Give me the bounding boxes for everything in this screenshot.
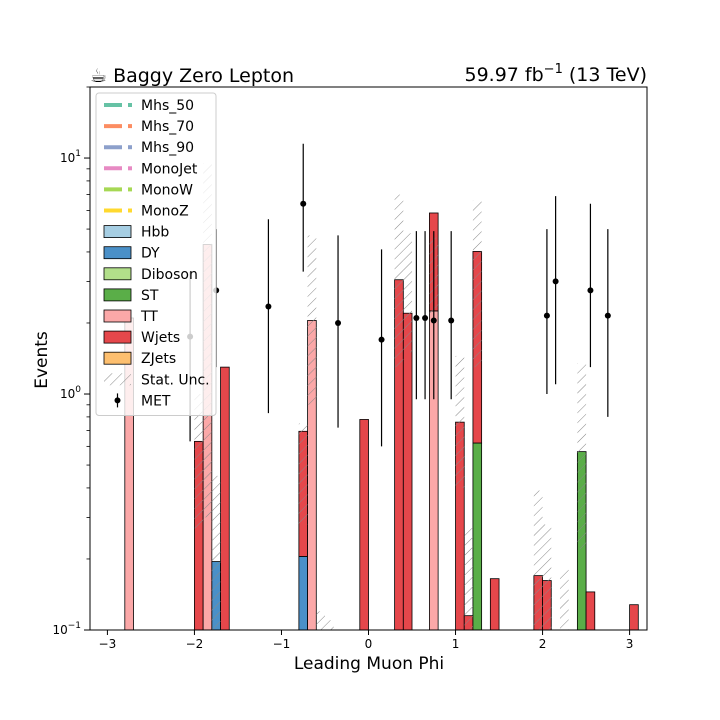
- stat-unc-band: [394, 194, 404, 368]
- x-tick-label: −3: [99, 637, 117, 651]
- title-right-energy: (13 TeV): [563, 64, 647, 86]
- legend-swatch-diboson: [103, 267, 132, 281]
- stat-unc-band: [211, 475, 221, 630]
- met-point: [552, 278, 559, 285]
- legend-label-dy: DY: [141, 246, 160, 262]
- legend-swatch-dy: [103, 246, 132, 260]
- stat-unc-band: [455, 355, 465, 488]
- x-tick-label: 0: [365, 637, 373, 651]
- legend-swatch-wjets: [103, 330, 132, 344]
- stat-unc-band: [194, 394, 204, 529]
- legend-label-tt: TT: [140, 309, 158, 325]
- met-point: [448, 317, 455, 324]
- stat-unc-band: [403, 233, 413, 353]
- met-point: [604, 312, 611, 319]
- bar-dy: [298, 556, 308, 631]
- legend-swatch-met: [114, 397, 121, 404]
- met-point: [587, 287, 594, 294]
- legend-label-diboson: Diboson: [141, 267, 198, 283]
- legend-swatch-hbb: [103, 225, 132, 239]
- legend-label-mhs-50: Mhs_50: [141, 98, 194, 114]
- stat-unc-band: [577, 363, 587, 550]
- x-axis-label: Leading Muon Phi: [294, 654, 444, 674]
- met-points: [187, 143, 611, 447]
- title-right-lumi-exponent: −1: [544, 62, 563, 77]
- legend-label-hbb: Hbb: [141, 225, 169, 241]
- y-tick-label: 100: [60, 385, 81, 401]
- stat-uncertainty-bands: [194, 163, 587, 630]
- legend-label-monow: MonoW: [141, 182, 193, 198]
- stat-unc-band: [533, 490, 543, 630]
- bar-wjets: [359, 419, 369, 631]
- bar-st: [472, 442, 483, 631]
- legend-label-st: ST: [141, 288, 159, 304]
- legend-label-met: MET: [141, 393, 171, 409]
- title-left: ☕ Baggy Zero Lepton: [90, 65, 294, 87]
- x-axis-ticks: −3 −2 −1 0 1 2 3: [99, 630, 634, 651]
- met-point: [335, 319, 342, 326]
- met-point: [543, 312, 550, 319]
- stat-unc-band: [324, 620, 334, 630]
- title-right-lumi: 59.97 fb: [464, 64, 543, 86]
- met-point: [422, 314, 429, 321]
- y-axis-label: Events: [32, 331, 52, 389]
- legend-label-mhs-70: Mhs_70: [141, 119, 194, 135]
- y-tick-label: 10−1: [52, 621, 81, 637]
- stat-unc-band: [559, 569, 569, 630]
- bar-wjets: [489, 578, 500, 631]
- bar-wjets: [629, 604, 639, 631]
- stat-unc-band: [298, 423, 308, 525]
- legend-swatch-stat-unc: [104, 373, 131, 386]
- legend-label-monoz: MonoZ: [141, 204, 189, 220]
- legend: Mhs_50 Mhs_70 Mhs_90 MonoJet MonoW MonoZ Hbb DY…: [95, 92, 217, 416]
- legend-label-wjets: Wjets: [141, 330, 180, 346]
- legend-label-monojet: MonoJet: [141, 161, 198, 177]
- title-right: 59.97 fb−1 (13 TeV): [464, 62, 647, 86]
- met-point: [300, 200, 307, 207]
- met-point: [378, 336, 385, 343]
- stat-unc-band: [316, 611, 325, 630]
- bar-wjets: [585, 591, 596, 631]
- y-axis-ticks: 10−1 100 101: [52, 86, 90, 637]
- stat-unc-band: [464, 528, 473, 630]
- legend-swatch-zjets: [103, 351, 132, 365]
- x-tick-label: −1: [273, 637, 291, 651]
- met-point: [413, 314, 420, 321]
- stat-unc-band: [307, 235, 317, 405]
- x-tick-label: 1: [452, 637, 460, 651]
- met-point: [430, 317, 437, 324]
- x-tick-label: 3: [626, 637, 634, 651]
- legend-label-zjets: ZJets: [141, 351, 176, 367]
- bar-wjets: [220, 366, 230, 631]
- met-point: [265, 303, 272, 310]
- legend-label-mhs-90: Mhs_90: [141, 140, 194, 156]
- x-tick-label: −2: [186, 637, 204, 651]
- x-tick-label: 2: [539, 637, 547, 651]
- legend-swatch-st: [103, 288, 132, 302]
- bar-wjets: [402, 312, 413, 631]
- stat-unc-band: [542, 524, 552, 630]
- legend-label-stat-unc: Stat. Unc.: [141, 372, 210, 388]
- stat-unc-band: [472, 200, 482, 368]
- legend-swatch-tt: [103, 309, 132, 323]
- y-tick-label: 101: [60, 149, 81, 165]
